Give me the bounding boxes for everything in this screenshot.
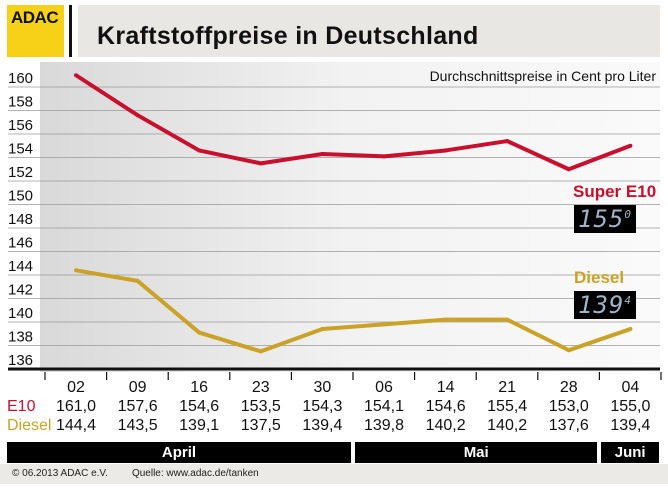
y-tick-label: 142 xyxy=(8,282,33,299)
data-point xyxy=(566,167,571,172)
month-label: Juni xyxy=(601,442,659,463)
y-tick-label: 140 xyxy=(8,305,33,322)
y-tick-label: 144 xyxy=(8,258,33,275)
e10-display-value: 155 xyxy=(578,205,625,233)
y-tick-label: 158 xyxy=(8,94,33,111)
diesel-price-display: 1394 xyxy=(574,291,636,319)
y-tick-label: 152 xyxy=(8,164,33,181)
data-point xyxy=(135,113,140,118)
diesel-value-label: 139,8 xyxy=(363,417,405,434)
data-point xyxy=(320,327,325,332)
e10-value-label: 161,0 xyxy=(55,398,97,415)
data-point xyxy=(197,148,202,153)
e10-display-decimal: 0 xyxy=(624,208,632,221)
diesel-display-value: 139 xyxy=(578,291,625,319)
y-tick-label: 160 xyxy=(8,70,33,87)
y-tick-label: 154 xyxy=(8,141,33,158)
x-tick-label: 02 xyxy=(67,379,85,396)
data-point xyxy=(382,322,386,327)
y-tick-label: 146 xyxy=(8,235,33,252)
data-point xyxy=(628,327,633,332)
y-tick-label: 150 xyxy=(8,188,33,205)
e10-value-label: 153,5 xyxy=(240,398,281,415)
e10-value-label: 155,0 xyxy=(610,398,651,415)
diesel-value-label: 139,4 xyxy=(302,417,343,434)
divider xyxy=(69,5,72,57)
month-label: April xyxy=(7,442,351,463)
diesel-value-label: 140,2 xyxy=(487,417,528,434)
adac-logo: ADAC xyxy=(7,5,64,57)
source: Quelle: www.adac.de/tanken xyxy=(131,468,259,479)
x-tick-label: 23 xyxy=(251,379,270,396)
legend-diesel: Diesel xyxy=(574,268,625,287)
chart-title: Kraftstoffpreise in Deutschland xyxy=(97,22,479,50)
series-line-e10 xyxy=(74,73,632,172)
y-tick-label: 136 xyxy=(8,352,33,369)
data-point xyxy=(74,268,78,273)
x-tick-label: 09 xyxy=(128,379,147,396)
x-tick-label: 16 xyxy=(190,379,209,396)
data-point xyxy=(443,317,448,322)
e10-value-label: 157,6 xyxy=(117,398,158,415)
x-tick-label: 28 xyxy=(559,379,578,396)
diesel-value-label: 140,2 xyxy=(425,417,466,434)
diesel-value-label: 137,5 xyxy=(240,417,281,434)
e10-value-label: 154,6 xyxy=(425,398,466,415)
e10-price-display: 1550 xyxy=(574,205,636,233)
diesel-display-decimal: 4 xyxy=(624,294,632,307)
y-tick-label: 156 xyxy=(8,117,33,134)
data-point xyxy=(505,139,510,144)
diesel-value-label: 144,4 xyxy=(55,417,97,434)
data-point xyxy=(258,161,263,166)
data-point xyxy=(320,151,325,156)
e10-value-label: 154,3 xyxy=(302,398,343,415)
month-label: Mai xyxy=(355,442,598,463)
data-point xyxy=(258,349,263,354)
data-point xyxy=(566,348,571,353)
plot-background xyxy=(40,62,660,372)
row-label-e10: E10 xyxy=(7,398,36,415)
data-point xyxy=(135,278,140,283)
diesel-value-label: 139,4 xyxy=(610,417,651,434)
diesel-value-label: 137,6 xyxy=(548,417,589,434)
x-tick-label: 04 xyxy=(621,379,640,396)
x-tick-label: 14 xyxy=(436,379,455,396)
e10-value-label: 154,1 xyxy=(363,398,405,415)
x-tick-label: 21 xyxy=(498,379,517,396)
data-point xyxy=(382,154,386,159)
data-point xyxy=(505,317,510,322)
y-tick-label: 138 xyxy=(8,329,33,346)
e10-value-label: 155,4 xyxy=(487,398,528,415)
data-point xyxy=(74,73,78,78)
e10-value-label: 153,0 xyxy=(548,398,589,415)
footer: © 06.2013 ADAC e.V. Quelle: www.adac.de/t… xyxy=(0,464,668,484)
series-line-diesel xyxy=(75,268,632,354)
x-tick-label: 06 xyxy=(375,379,393,396)
data-point xyxy=(197,330,202,335)
chart-subtitle: Durchschnittspreise in Cent pro Liter xyxy=(429,68,656,84)
diesel-value-label: 139,1 xyxy=(179,417,220,434)
y-tick-label: 148 xyxy=(8,211,33,228)
title-background xyxy=(78,5,660,57)
row-label-diesel: Diesel xyxy=(7,417,52,434)
e10-value-label: 154,6 xyxy=(179,398,220,415)
data-point xyxy=(443,148,448,153)
legend-e10: Super E10 xyxy=(573,182,657,201)
diesel-value-label: 143,5 xyxy=(117,417,158,434)
x-tick-label: 30 xyxy=(313,379,332,396)
copyright: © 06.2013 ADAC e.V. xyxy=(12,468,108,479)
data-point xyxy=(628,143,633,148)
